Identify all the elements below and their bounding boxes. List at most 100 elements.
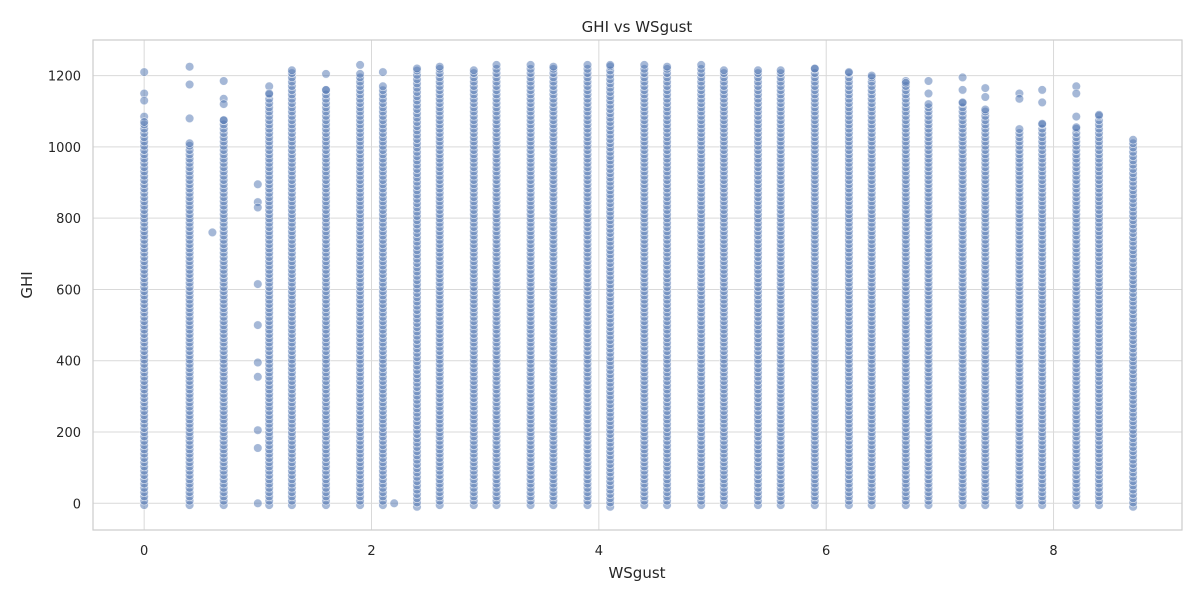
data-point [185, 79, 195, 90]
data-column [810, 63, 820, 510]
y-tick-label: 800 [56, 212, 81, 227]
y-ticks: 0 200 400 600 800 1000 1200 [48, 70, 81, 513]
data-point [1071, 122, 1081, 132]
data-column [980, 83, 990, 510]
data-point [980, 92, 990, 102]
data-point [525, 60, 536, 70]
data-point [1014, 94, 1025, 104]
data-point [1037, 97, 1047, 107]
data-point [253, 279, 263, 289]
data-point [1014, 124, 1025, 134]
data-column [696, 60, 706, 510]
data-point [923, 88, 934, 99]
data-point [923, 76, 934, 86]
data-point [1037, 85, 1047, 95]
data-point [469, 65, 479, 75]
data-point [719, 65, 729, 75]
x-tick-label: 0 [140, 544, 148, 559]
data-point [901, 78, 911, 88]
data-column [264, 81, 274, 510]
y-tick-label: 1000 [48, 141, 81, 156]
data-point [253, 202, 263, 213]
data-point [139, 117, 149, 127]
data-column [923, 76, 934, 510]
data-point [139, 95, 149, 106]
data-column [469, 65, 479, 510]
chart-title: GHI vs WSgust [582, 18, 693, 36]
data-column [1094, 110, 1104, 510]
data-point [980, 104, 990, 115]
data-point [355, 69, 365, 79]
data-point [253, 179, 263, 189]
data-point [139, 67, 149, 77]
y-tick-label: 0 [73, 497, 81, 512]
data-point [810, 63, 820, 74]
data-point [696, 60, 706, 70]
data-point [264, 88, 274, 99]
data-point [776, 65, 786, 75]
data-column [321, 69, 331, 510]
y-axis-title: GHI [18, 271, 36, 298]
data-point [185, 62, 195, 72]
data-point [923, 99, 934, 109]
data-point [253, 498, 263, 508]
data-point [219, 115, 229, 125]
data-column [1071, 81, 1081, 510]
data-point [1037, 119, 1047, 129]
data-column [525, 60, 536, 510]
data-column [287, 65, 297, 510]
data-point [1094, 110, 1104, 120]
data-point [491, 60, 502, 70]
data-column [1037, 85, 1047, 510]
y-tick-label: 600 [56, 283, 81, 298]
data-column [719, 65, 729, 510]
data-point [321, 69, 331, 79]
data-point [1071, 111, 1081, 122]
data-point [639, 60, 649, 70]
data-point [185, 138, 195, 148]
data-column [753, 65, 763, 510]
data-column [776, 65, 786, 510]
data-point [753, 65, 763, 75]
data-point [185, 113, 195, 123]
y-tick-label: 1200 [48, 70, 81, 85]
data-point [253, 320, 263, 330]
data-point [412, 63, 422, 74]
grid [93, 40, 1182, 530]
data-point [867, 70, 877, 81]
data-point [1071, 88, 1081, 99]
data-point [662, 62, 672, 72]
data-point [253, 443, 263, 453]
data-point [389, 498, 399, 508]
data-point [219, 99, 229, 109]
data-point [253, 425, 263, 435]
data-column [867, 70, 877, 510]
data-points [139, 60, 1138, 512]
data-point [321, 85, 331, 95]
data-point [582, 60, 593, 70]
data-point [378, 67, 388, 77]
x-tick-label: 4 [595, 544, 603, 559]
data-point [355, 60, 365, 70]
data-point [435, 62, 445, 72]
y-tick-label: 200 [56, 426, 81, 441]
data-point [957, 85, 968, 95]
x-axis-title: WSgust [608, 564, 665, 582]
data-point [844, 67, 854, 77]
data-point [207, 227, 217, 237]
data-column [378, 67, 388, 510]
data-column [605, 60, 615, 512]
data-point [957, 97, 968, 107]
data-column [219, 76, 229, 510]
data-point [1128, 135, 1138, 145]
data-column [1014, 88, 1025, 510]
plot-frame [92, 39, 1183, 531]
data-column [185, 62, 195, 510]
data-column [582, 60, 593, 510]
data-point [980, 83, 990, 93]
data-column [662, 62, 672, 510]
data-point [253, 372, 263, 382]
data-column [139, 67, 149, 510]
data-column [435, 62, 445, 510]
